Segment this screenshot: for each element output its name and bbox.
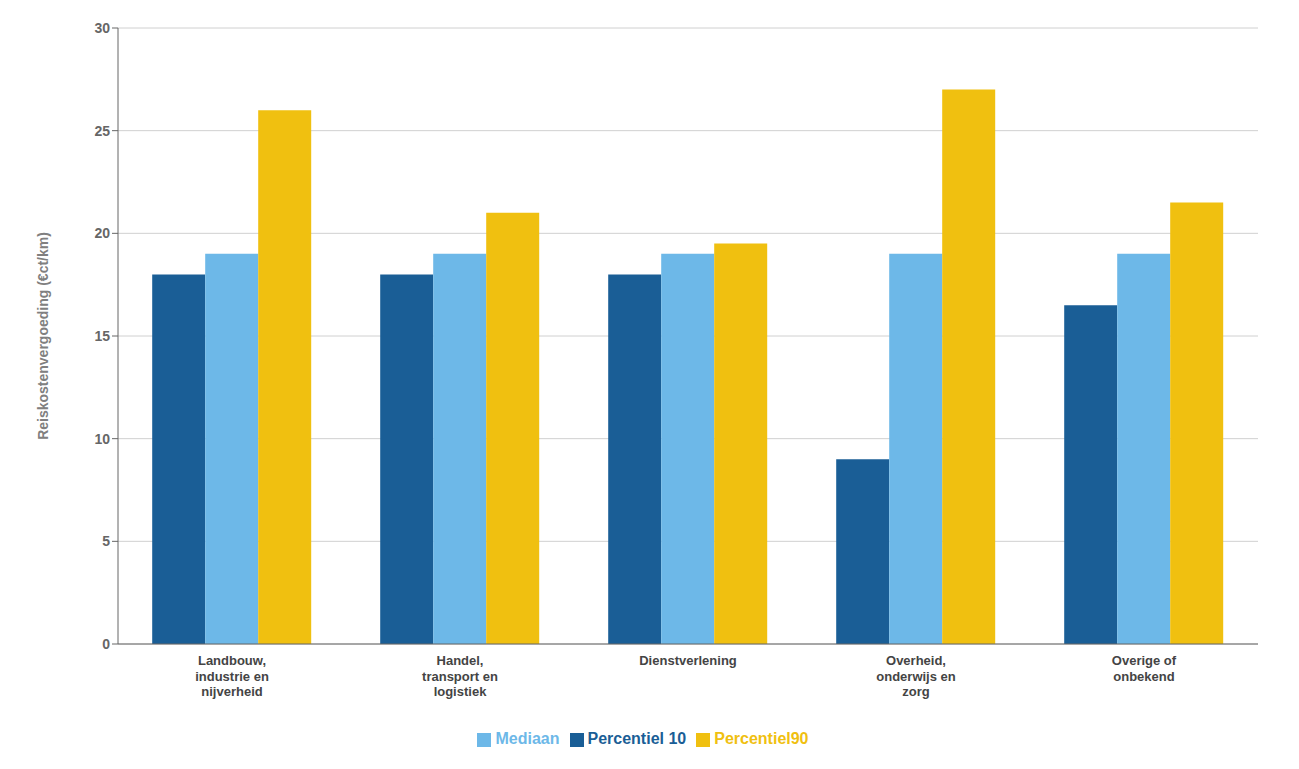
svg-text:Dienstverlening: Dienstverlening	[639, 653, 737, 668]
html-text:Mediaan: Mediaan	[495, 730, 560, 747]
svg-text:30: 30	[94, 20, 110, 36]
svg-text:0: 0	[102, 636, 110, 652]
svg-text:15: 15	[94, 328, 110, 344]
svg-text:20: 20	[94, 225, 110, 241]
svg-text:Handel,transport enlogistiek: Handel,transport enlogistiek	[422, 653, 498, 699]
html-text:Percentiel 10: Percentiel 10	[587, 730, 687, 747]
svg-text:Overige ofonbekend: Overige ofonbekend	[1112, 653, 1177, 684]
svg-text:Overheid,onderwijs enzorg: Overheid,onderwijs enzorg	[876, 653, 956, 699]
svg-text:5: 5	[102, 533, 110, 549]
svg-text:25: 25	[94, 123, 110, 139]
svg-text:Landbouw,industrie ennijverhei: Landbouw,industrie ennijverheid	[195, 653, 269, 699]
html-text:Percentiel90: Percentiel90	[714, 730, 809, 747]
svg-text:Reiskostenvergoeding (€ct/km): Reiskostenvergoeding (€ct/km)	[35, 232, 51, 440]
svg-text:10: 10	[94, 431, 110, 447]
